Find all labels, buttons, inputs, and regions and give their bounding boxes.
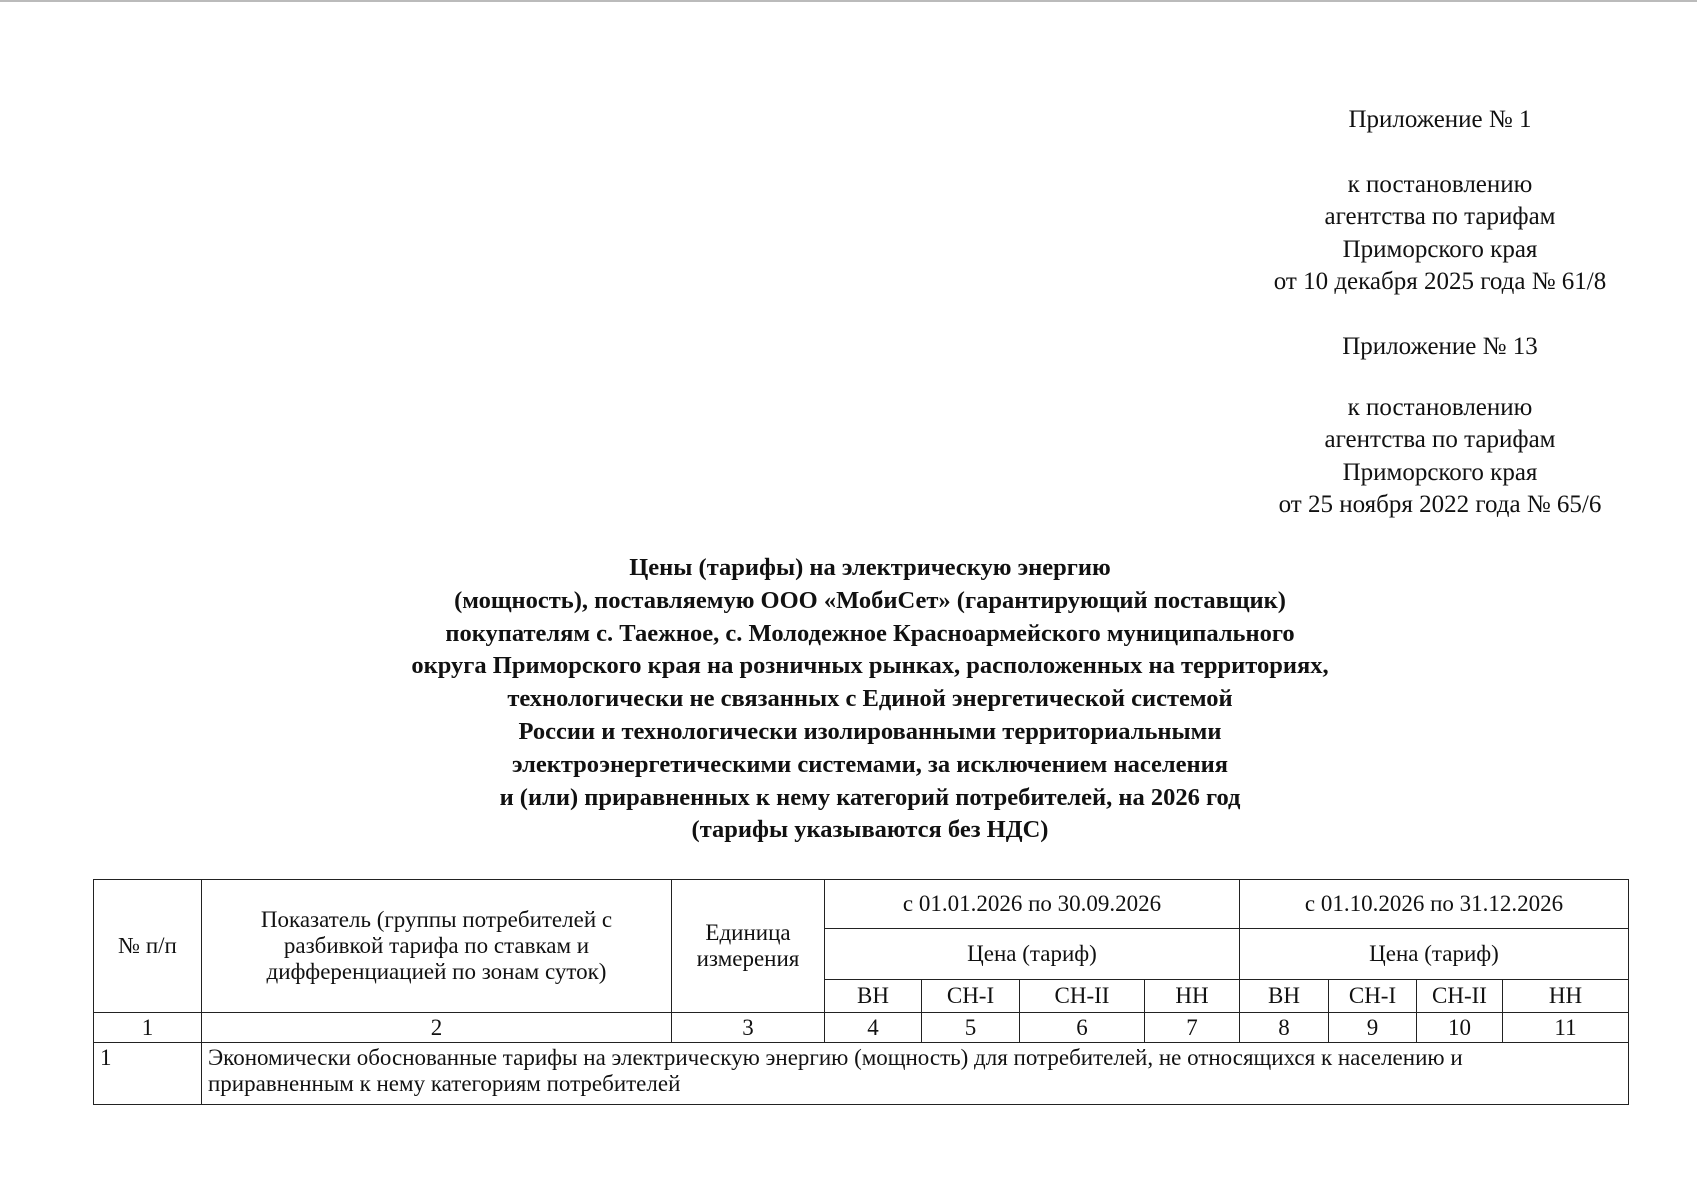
column-number: 8 <box>1239 1012 1329 1043</box>
row-number: 1 <box>93 1042 202 1105</box>
column-number: 5 <box>921 1012 1020 1043</box>
title-line: России и технологически изолированными т… <box>518 717 1222 745</box>
column-number: 3 <box>671 1012 825 1043</box>
column-number: 11 <box>1502 1012 1629 1043</box>
title-line: округа Приморского края на розничных рын… <box>411 652 1329 680</box>
header-num: № п/п <box>93 879 202 1013</box>
appendix-13-line: агентства по тарифам <box>1324 426 1556 453</box>
title-line: и (или) приравненных к нему категорий по… <box>499 783 1241 811</box>
header-level: СН-II <box>1019 979 1145 1013</box>
row-text: Экономически обоснованные тарифы на элек… <box>201 1042 1629 1105</box>
header-period-1: с 01.01.2026 по 30.09.2026 <box>824 879 1240 929</box>
column-number: 2 <box>201 1012 672 1043</box>
appendix-1-line: Приморского края <box>1342 235 1538 263</box>
table-row: 1 Экономически обоснованные тарифы на эл… <box>93 1042 1629 1105</box>
appendix-13-line: к постановлению <box>1347 393 1533 421</box>
header-level: СН-I <box>1328 979 1417 1013</box>
header-level: ВН <box>824 979 922 1013</box>
header-level: ВН <box>1239 979 1329 1013</box>
document-title: Цены (тарифы) на электрическую энергию (… <box>300 552 1440 847</box>
header-price-1: Цена (тариф) <box>824 928 1240 980</box>
header-level: СН-II <box>1416 979 1503 1013</box>
header-level: НН <box>1502 979 1629 1013</box>
header-level: СН-I <box>921 979 1020 1013</box>
appendix-13-line: от 25 ноября 2022 года № 65/6 <box>1278 491 1602 518</box>
title-line: технологически не связанных с Единой эне… <box>507 685 1233 713</box>
appendix-1-line: агентства по тарифам <box>1324 203 1556 230</box>
appendix-1-block: Приложение № 1 к постановлению агентства… <box>1180 104 1697 299</box>
title-line: покупателям с. Таежное, с. Молодежное Кр… <box>445 619 1295 647</box>
title-line: Цены (тарифы) на электрическую энергию <box>629 554 1111 581</box>
scan-top-edge <box>0 0 1697 2</box>
header-price-2: Цена (тариф) <box>1239 928 1629 980</box>
appendix-13-title: Приложение № 13 <box>1342 333 1538 360</box>
title-line: электроэнергетическими системами, за иск… <box>511 750 1229 778</box>
column-number: 6 <box>1019 1012 1145 1043</box>
header-unit: Единица измерения <box>671 879 825 1013</box>
column-number: 10 <box>1416 1012 1503 1043</box>
tariff-table: № п/п Показатель (группы потребителей с … <box>93 879 1629 1105</box>
appendix-1-line: к постановлению <box>1347 170 1533 198</box>
column-number: 1 <box>93 1012 202 1043</box>
appendix-13-line: Приморского края <box>1342 458 1538 486</box>
header-level: НН <box>1144 979 1240 1013</box>
column-number: 9 <box>1328 1012 1417 1043</box>
appendix-1-line: от 10 декабря 2025 года № 61/8 <box>1273 268 1607 295</box>
column-number: 4 <box>824 1012 922 1043</box>
appendix-13-block: Приложение № 13 к постановлению агентств… <box>1180 331 1697 522</box>
column-number: 7 <box>1144 1012 1240 1043</box>
header-period-2: с 01.10.2026 по 31.12.2026 <box>1239 879 1629 929</box>
title-line: (мощность), поставляемую ООО «МобиСет» (… <box>454 586 1286 614</box>
appendix-1-title: Приложение № 1 <box>1348 106 1532 133</box>
header-indicator: Показатель (группы потребителей с разбив… <box>201 879 672 1013</box>
title-line: (тарифы указываются без НДС) <box>691 816 1049 844</box>
